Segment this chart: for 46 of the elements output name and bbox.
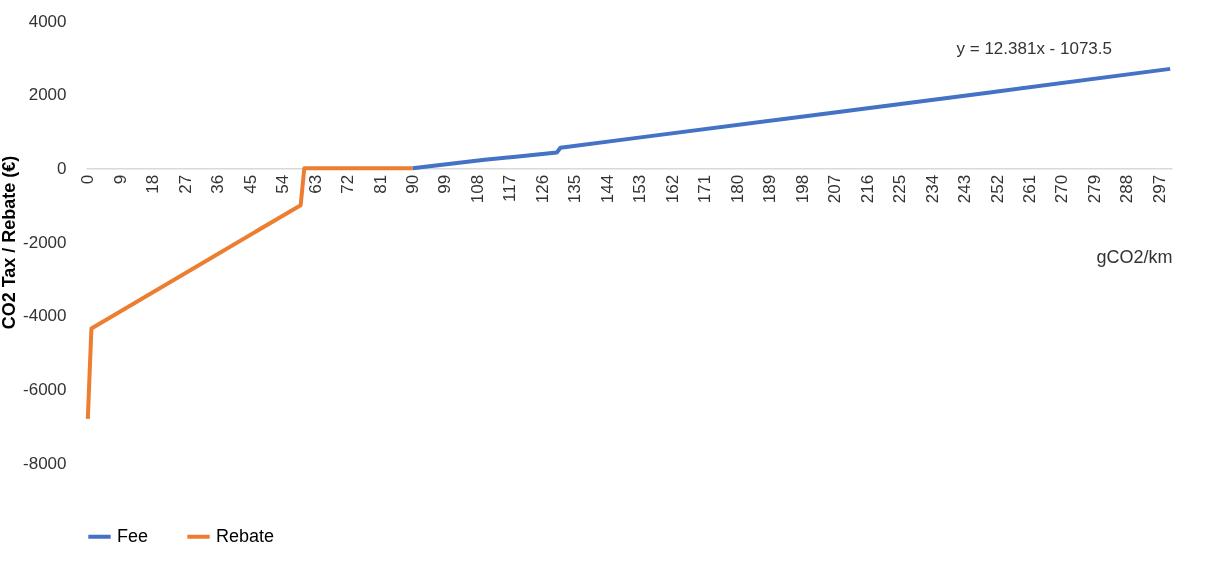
- x-tick-label: 135: [565, 174, 585, 204]
- x-tick-label: 288: [1117, 174, 1137, 204]
- x-tick-label: 9: [110, 174, 130, 185]
- x-tick-label: 126: [532, 174, 552, 204]
- y-tick-label: -6000: [23, 379, 67, 399]
- x-tick-label: 18: [143, 174, 163, 194]
- line-series: [410, 66, 1173, 171]
- x-tick-label: 72: [338, 174, 358, 194]
- x-tick-label: 144: [597, 174, 617, 204]
- x-tick-label: 207: [825, 174, 845, 204]
- x-tick-label: 153: [630, 174, 650, 204]
- x-tick-label: 297: [1149, 174, 1169, 204]
- x-tick-label: 36: [208, 174, 228, 194]
- x-tick-label: 27: [175, 174, 195, 194]
- x-tick-label: 216: [857, 174, 877, 204]
- x-tick-label: 270: [1052, 174, 1072, 204]
- y-tick-label: 2000: [28, 85, 67, 105]
- x-tick-label: 81: [370, 174, 390, 194]
- x-tick-label: 162: [662, 174, 682, 204]
- x-tick-label: 234: [922, 174, 942, 204]
- x-tick-label: 225: [890, 174, 910, 204]
- x-tick-label: 261: [1019, 174, 1039, 204]
- x-tick-label: 63: [305, 174, 325, 194]
- x-tick-label: 54: [273, 174, 293, 194]
- y-axis-title: CO2 Tax / Rebate (€): [0, 155, 20, 330]
- x-tick-label: 99: [435, 174, 455, 194]
- y-tick-label: 4000: [28, 11, 67, 31]
- legend-label: Rebate: [216, 525, 275, 546]
- x-tick-label: 0: [78, 174, 98, 185]
- y-tick-label: -8000: [23, 453, 67, 473]
- x-tick-label: 279: [1084, 174, 1104, 204]
- x-tick-label: 45: [240, 174, 260, 194]
- y-tick-label: -2000: [23, 232, 67, 252]
- x-tick-label: 243: [955, 174, 975, 204]
- x-tick-label: 108: [467, 174, 487, 204]
- x-tick-label: 90: [403, 174, 423, 194]
- x-tick-label: 171: [695, 174, 715, 204]
- x-tick-label: 189: [760, 174, 780, 204]
- legend-label: Fee: [117, 525, 149, 546]
- x-tick-label: 180: [727, 174, 747, 204]
- x-axis-title: gCO2/km: [1096, 246, 1173, 267]
- annotation: y = 12.381x - 1073.5: [956, 39, 1112, 58]
- x-tick-label: 198: [792, 174, 812, 204]
- y-tick-label: -4000: [23, 306, 67, 326]
- x-tick-label: 252: [987, 174, 1007, 204]
- x-tick-label: 117: [500, 174, 520, 202]
